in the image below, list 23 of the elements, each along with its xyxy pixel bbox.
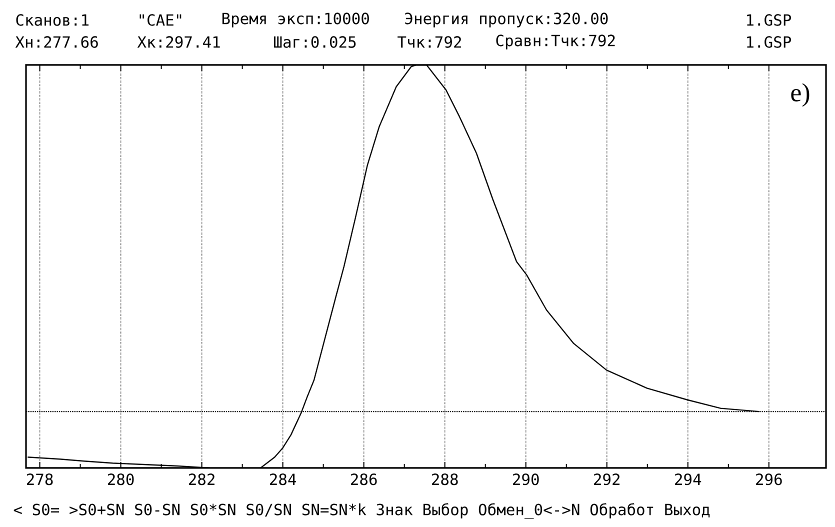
text: Время эксп:10000 bbox=[222, 12, 369, 28]
text: < S0= >S0+SN S0-SN S0*SN S0/SN SN=SN*k Знак Выбор Обмен_0<->N Обработ Выход bbox=[14, 503, 710, 519]
text: Хк:297.41 bbox=[137, 36, 220, 48]
x-tick-label: 280 bbox=[108, 474, 134, 486]
x-tick-label: 296 bbox=[756, 474, 782, 486]
text: Сканов:1 bbox=[16, 14, 89, 26]
text: "CAE" bbox=[140, 14, 182, 26]
annotation: e) bbox=[791, 83, 810, 107]
x-tick-label: 282 bbox=[189, 474, 214, 486]
x-tick-label: 284 bbox=[270, 474, 296, 486]
text: 1.GSP bbox=[747, 36, 791, 48]
text: Хн:277.66 bbox=[15, 36, 98, 48]
text: Энергия пропуск:320.00 bbox=[405, 12, 608, 28]
text: Сравн:Тчк:792 bbox=[496, 34, 615, 50]
text: Шаг:0.025 bbox=[274, 36, 356, 48]
x-tick-label: 290 bbox=[513, 474, 539, 486]
x-tick-label: 288 bbox=[432, 474, 458, 486]
x-tick-label: 286 bbox=[351, 474, 377, 486]
text: Тчк:792 bbox=[398, 36, 461, 48]
x-tick-label: 294 bbox=[675, 474, 702, 486]
x-tick-label: 292 bbox=[594, 474, 620, 486]
x-tick-label: 278 bbox=[26, 474, 53, 486]
text: 1.GSP bbox=[747, 14, 791, 26]
